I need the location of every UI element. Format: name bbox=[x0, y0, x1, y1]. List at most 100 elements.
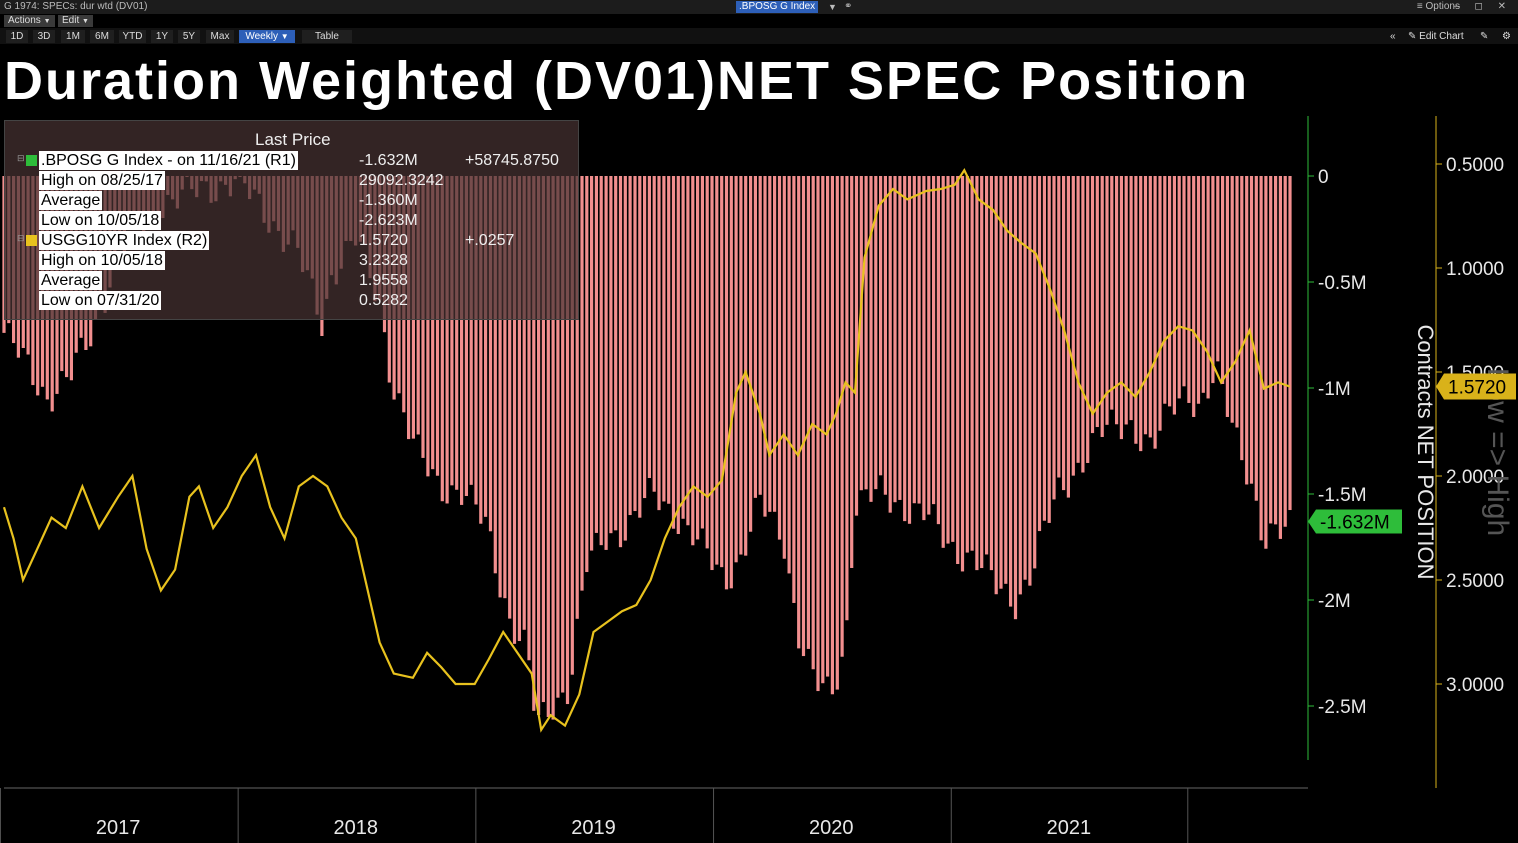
left-axis-tick-label: -0.5M bbox=[1318, 273, 1367, 294]
edit-label: Edit bbox=[62, 15, 80, 26]
bar bbox=[1225, 176, 1229, 417]
window-controls[interactable]: – ◻ ✕ bbox=[1454, 1, 1512, 12]
bar bbox=[1081, 176, 1085, 473]
bar bbox=[960, 176, 965, 572]
yield-line bbox=[2, 167, 1291, 733]
bar bbox=[445, 176, 449, 504]
legend-value: 29092.3242 bbox=[359, 172, 444, 189]
last-bar-label: -1.632M bbox=[1320, 513, 1390, 534]
bar bbox=[989, 176, 993, 571]
bar bbox=[777, 176, 782, 540]
edit-chart-button[interactable]: ✎ Edit Chart bbox=[1408, 30, 1464, 43]
bar bbox=[917, 176, 921, 504]
bar bbox=[493, 176, 497, 574]
bar bbox=[753, 176, 757, 498]
bar bbox=[667, 176, 671, 504]
range-1y-button[interactable]: 1Y bbox=[151, 30, 173, 43]
bar bbox=[575, 176, 579, 619]
frequency-dropdown[interactable]: Weekly ▼ bbox=[239, 30, 295, 43]
last-line-label: 1.5720 bbox=[1448, 378, 1506, 399]
options-menu[interactable]: ≡ Options bbox=[1417, 0, 1460, 14]
bar bbox=[739, 176, 743, 555]
legend-row[interactable]: ⊟ .BPOSG G Index - on 11/16/21 (R1) -1.6… bbox=[5, 151, 578, 171]
ticker-selector[interactable]: .BPOSG G Index bbox=[736, 1, 819, 13]
legend-value: -1.632M bbox=[359, 152, 418, 169]
bar bbox=[440, 176, 444, 502]
x-axis-tick-label: 2018 bbox=[334, 817, 379, 839]
bar bbox=[503, 176, 507, 599]
range-3d-button[interactable]: 3D bbox=[33, 30, 55, 43]
settings-icon[interactable]: ⚙ bbox=[1502, 31, 1511, 42]
bar bbox=[1095, 176, 1099, 428]
collapse-icon[interactable]: « bbox=[1390, 31, 1396, 42]
bar bbox=[652, 176, 656, 492]
legend-value: 3.2328 bbox=[359, 252, 408, 269]
bar bbox=[1172, 176, 1176, 415]
bar bbox=[845, 176, 849, 621]
bar bbox=[874, 176, 878, 490]
legend-label: High on 10/05/18 bbox=[39, 251, 165, 270]
bar bbox=[1129, 176, 1133, 421]
right-axis-tick-label: 1.0000 bbox=[1446, 259, 1504, 280]
bar bbox=[994, 176, 998, 595]
link-icon[interactable]: ⚭ bbox=[844, 1, 853, 12]
bar bbox=[907, 176, 912, 524]
bar bbox=[1018, 176, 1022, 595]
range-1m-button[interactable]: 1M bbox=[61, 30, 85, 43]
bar-series bbox=[2, 176, 1292, 720]
bar bbox=[512, 176, 517, 644]
range-toolbar: 1D 3D 1M 6M YTD 1Y 5Y Max Weekly ▼ Table… bbox=[0, 28, 1518, 44]
bar bbox=[1115, 176, 1119, 425]
range-6m-button[interactable]: 6M bbox=[90, 30, 114, 43]
legend-label: High on 08/25/17 bbox=[39, 171, 165, 190]
right-axis-tick-label: 3.0000 bbox=[1446, 675, 1504, 696]
bar bbox=[1269, 176, 1273, 524]
bar bbox=[883, 176, 887, 495]
chevron-down-icon[interactable]: ▼ bbox=[828, 2, 837, 12]
range-5y-button[interactable]: 5Y bbox=[178, 30, 200, 43]
bar bbox=[1235, 176, 1239, 428]
bar bbox=[532, 176, 536, 711]
range-ytd-button[interactable]: YTD bbox=[119, 30, 146, 43]
bar bbox=[898, 176, 902, 500]
legend-value: 0.5282 bbox=[359, 292, 408, 309]
range-max-button[interactable]: Max bbox=[206, 30, 234, 43]
legend-row[interactable]: ⊟ USGG10YR Index (R2) 1.5720 +.0257 bbox=[5, 231, 578, 251]
edit-menu[interactable]: Edit ▼ bbox=[58, 15, 93, 27]
tree-expand-icon[interactable]: ⊟ bbox=[17, 233, 25, 243]
bar bbox=[450, 176, 454, 486]
right-axis-tick-label: 0.5000 bbox=[1446, 155, 1504, 176]
left-axis-title: Contracts NET POSITION bbox=[1413, 324, 1438, 579]
bar bbox=[879, 176, 883, 476]
x-axis-tick-label: 2017 bbox=[96, 817, 141, 839]
bar bbox=[1192, 176, 1196, 417]
bar bbox=[686, 176, 690, 526]
bar bbox=[1086, 176, 1090, 463]
bar bbox=[941, 176, 945, 548]
bar bbox=[1288, 176, 1292, 511]
bar bbox=[604, 176, 608, 550]
bar bbox=[801, 176, 806, 657]
bar bbox=[1187, 176, 1191, 403]
table-button[interactable]: Table bbox=[302, 30, 352, 43]
pencil-icon[interactable]: ✎ bbox=[1480, 31, 1489, 42]
legend-header: Last Price bbox=[255, 130, 331, 149]
x-axis-band bbox=[4, 788, 1308, 843]
bar bbox=[1274, 176, 1278, 525]
bar bbox=[922, 176, 926, 521]
right-axis-tick-label: 2.5000 bbox=[1446, 571, 1504, 592]
legend-label: .BPOSG G Index - on 11/16/21 (R1) bbox=[39, 151, 298, 170]
bar bbox=[1245, 176, 1249, 485]
bar bbox=[1105, 176, 1109, 425]
bar bbox=[426, 176, 430, 477]
range-1d-button[interactable]: 1D bbox=[6, 30, 28, 43]
legend-row: Average -1.360M bbox=[5, 191, 578, 211]
bar bbox=[912, 176, 916, 504]
bar bbox=[700, 176, 704, 529]
legend-label: Average bbox=[39, 191, 103, 210]
bar bbox=[1158, 176, 1162, 431]
tree-expand-icon[interactable]: ⊟ bbox=[17, 153, 25, 163]
bar bbox=[811, 176, 815, 670]
actions-menu[interactable]: Actions ▼ bbox=[4, 15, 55, 27]
bar bbox=[729, 176, 733, 589]
